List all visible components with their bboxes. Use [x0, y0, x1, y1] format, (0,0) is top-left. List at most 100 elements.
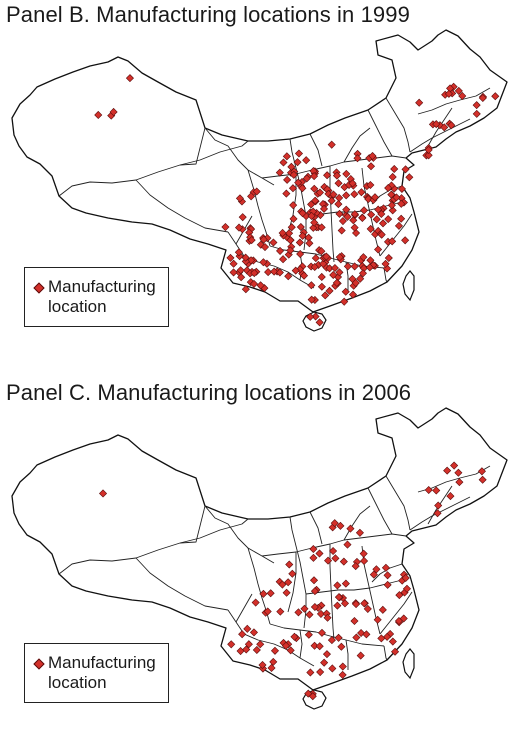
- province-border: [235, 593, 253, 623]
- manufacturing-location-marker: [279, 158, 288, 167]
- manufacturing-location-marker: [331, 554, 340, 563]
- manufacturing-location-marker: [363, 604, 372, 613]
- province-border: [371, 563, 403, 583]
- province-border: [309, 511, 323, 545]
- manufacturing-location-marker: [317, 282, 326, 291]
- manufacturing-location-marker: [221, 223, 230, 232]
- manufacturing-location-marker: [298, 184, 307, 193]
- manufacturing-location-marker: [290, 632, 299, 641]
- manufacturing-location-marker: [327, 196, 336, 205]
- manufacturing-location-marker: [317, 223, 326, 232]
- manufacturing-location-marker: [302, 174, 311, 183]
- manufacturing-location-marker: [383, 580, 392, 589]
- manufacturing-location-marker: [286, 646, 295, 655]
- manufacturing-location-marker: [256, 281, 265, 290]
- manufacturing-location-marker: [270, 267, 279, 276]
- manufacturing-location-marker: [338, 662, 347, 671]
- manufacturing-location-marker: [447, 121, 456, 130]
- manufacturing-location-marker: [282, 152, 291, 161]
- manufacturing-location-marker: [325, 286, 334, 295]
- manufacturing-location-marker: [388, 172, 397, 181]
- manufacturing-location-marker: [278, 580, 287, 589]
- manufacturing-location-marker: [238, 630, 247, 639]
- manufacturing-location-marker: [384, 253, 393, 263]
- manufacturing-location-marker: [372, 565, 381, 574]
- manufacturing-location-marker: [343, 212, 352, 221]
- manufacturing-location-marker: [348, 290, 358, 299]
- manufacturing-location-marker: [334, 200, 343, 209]
- province-border: [179, 518, 249, 544]
- manufacturing-location-marker: [278, 228, 287, 237]
- manufacturing-location-marker: [491, 92, 500, 101]
- manufacturing-location-marker: [251, 598, 260, 607]
- manufacturing-location-marker: [315, 318, 324, 327]
- manufacturing-location-marker: [323, 613, 332, 622]
- manufacturing-location-marker: [294, 608, 303, 617]
- manufacturing-location-marker: [305, 239, 314, 248]
- manufacturing-location-marker: [351, 278, 360, 287]
- manufacturing-location-marker: [395, 591, 404, 600]
- manufacturing-location-marker: [330, 519, 339, 528]
- manufacturing-location-marker: [286, 236, 295, 245]
- manufacturing-location-marker: [397, 184, 406, 193]
- manufacturing-location-marker: [294, 178, 303, 187]
- province-border: [379, 213, 413, 257]
- manufacturing-location-marker: [250, 269, 259, 278]
- manufacturing-location-marker: [317, 272, 326, 281]
- manufacturing-location-marker: [295, 238, 304, 247]
- manufacturing-location-marker: [340, 297, 349, 306]
- manufacturing-location-marker: [335, 209, 344, 218]
- manufacturing-location-marker: [306, 312, 315, 321]
- china-map-2006: [11, 407, 508, 710]
- province-border: [261, 533, 407, 557]
- manufacturing-location-marker: [334, 593, 343, 602]
- manufacturing-location-marker: [472, 101, 481, 110]
- panel-title: Panel B. Manufacturing locations in 1999: [6, 2, 410, 27]
- province-border: [135, 179, 229, 233]
- manufacturing-location-marker: [455, 478, 464, 487]
- manufacturing-location-marker: [298, 231, 307, 240]
- manufacturing-location-marker: [329, 547, 338, 556]
- manufacturing-location-marker: [401, 165, 410, 174]
- manufacturing-location-marker: [311, 196, 320, 205]
- manufacturing-location-marker: [360, 556, 369, 565]
- manufacturing-location-marker: [424, 486, 433, 495]
- manufacturing-location-marker: [352, 633, 361, 642]
- province-border: [179, 140, 249, 166]
- manufacturing-location-marker: [247, 192, 256, 201]
- manufacturing-location-marker: [307, 200, 316, 209]
- china-outline: [11, 29, 508, 313]
- manufacturing-location-marker: [424, 145, 433, 154]
- map-legend: Manufacturing location: [24, 267, 169, 327]
- manufacturing-location-marker: [401, 236, 410, 245]
- manufacturing-location-marker: [341, 287, 350, 296]
- manufacturing-location-marker: [252, 187, 261, 196]
- map-legend: Manufacturing location: [24, 643, 169, 703]
- manufacturing-location-marker: [399, 614, 408, 623]
- manufacturing-location-marker: [266, 589, 275, 598]
- manufacturing-location-marker: [315, 188, 324, 197]
- manufacturing-location-marker: [259, 235, 268, 244]
- manufacturing-location-marker: [311, 312, 320, 321]
- manufacturing-location-marker: [338, 217, 347, 226]
- manufacturing-location-marker: [316, 609, 325, 618]
- province-border: [287, 552, 297, 613]
- manufacturing-location-marker: [394, 221, 403, 230]
- manufacturing-location-marker: [319, 204, 329, 213]
- manufacturing-location-marker: [360, 599, 369, 608]
- manufacturing-location-marker: [383, 571, 392, 580]
- legend-label: Manufacturing location: [48, 653, 156, 692]
- manufacturing-location-marker: [310, 641, 319, 650]
- manufacturing-location-marker: [369, 261, 378, 270]
- manufacturing-location-marker: [387, 201, 396, 210]
- manufacturing-location-marker: [384, 215, 393, 224]
- manufacturing-location-marker: [359, 253, 368, 262]
- manufacturing-location-marker: [349, 216, 358, 225]
- manufacturing-location-marker: [341, 579, 350, 588]
- manufacturing-location-marker: [315, 549, 324, 558]
- manufacturing-location-marker: [269, 657, 278, 666]
- manufacturing-location-marker: [260, 243, 270, 252]
- manufacturing-location-marker: [284, 578, 293, 587]
- panel-c: Panel C. Manufacturing locations in 2006…: [0, 378, 525, 736]
- manufacturing-location-marker: [446, 492, 455, 501]
